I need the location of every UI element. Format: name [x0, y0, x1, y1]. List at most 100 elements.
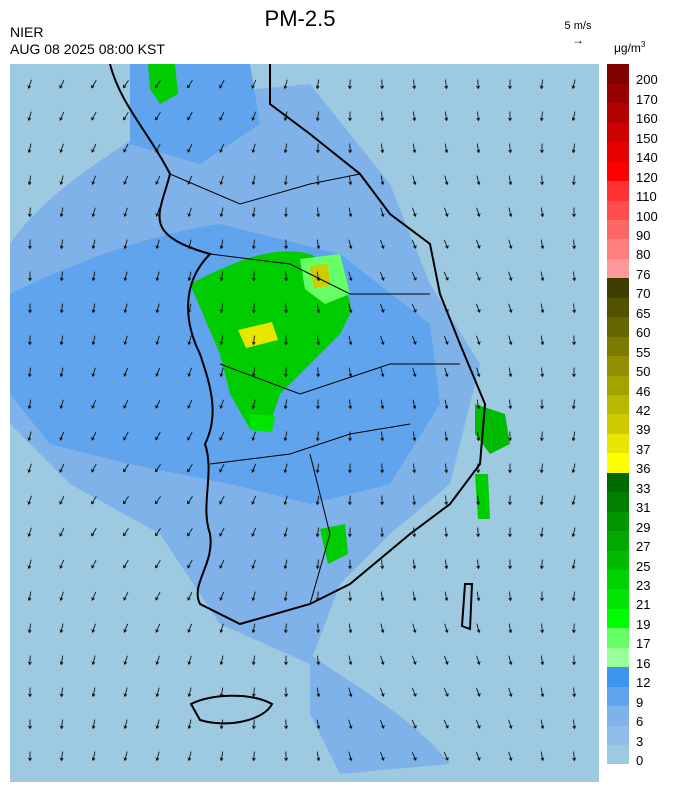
- wind-arrow: [252, 143, 256, 153]
- wind-arrowhead: [540, 373, 545, 378]
- wind-arrow: [123, 496, 129, 504]
- wind-arrow: [155, 111, 161, 121]
- wind-arrowhead: [444, 565, 449, 570]
- wind-arrow: [348, 655, 352, 665]
- wind-arrow: [61, 239, 63, 249]
- wind-arrow: [411, 335, 417, 345]
- wind-arrowhead: [412, 661, 417, 665]
- wind-arrowhead: [476, 149, 481, 154]
- legend-swatch-12: [607, 666, 629, 687]
- wind-arrowhead: [219, 597, 223, 601]
- wind-arrowhead: [381, 725, 385, 729]
- wind-arrowhead: [381, 277, 385, 281]
- wind-arrow: [28, 559, 32, 569]
- wind-arrow: [155, 528, 161, 536]
- wind-arrowhead: [476, 597, 481, 602]
- wind-arrow: [380, 175, 384, 185]
- wind-arrowhead: [508, 309, 513, 314]
- wind-arrow: [444, 655, 448, 665]
- wind-arrowhead: [123, 341, 128, 346]
- wind-arrow: [156, 239, 160, 249]
- wind-arrowhead: [91, 405, 95, 409]
- wind-arrow: [411, 751, 417, 761]
- wind-arrowhead: [283, 117, 288, 122]
- map-title: PM-2.5: [264, 6, 336, 31]
- wind-arrowhead: [412, 469, 417, 474]
- wind-arrowhead: [187, 213, 192, 218]
- wind-arrowhead: [219, 117, 223, 121]
- wind-arrow: [317, 335, 319, 345]
- wind-arrow: [92, 175, 96, 185]
- wind-arrowhead: [27, 533, 32, 538]
- coastline: [109, 64, 487, 725]
- wind-arrowhead: [91, 532, 95, 537]
- wind-arrow: [508, 623, 512, 633]
- wind-arrowhead: [571, 85, 576, 90]
- island-east: [460, 583, 474, 631]
- wind-arrow: [443, 239, 449, 249]
- wind-arrowhead: [572, 661, 576, 666]
- wind-arrowhead: [251, 117, 256, 121]
- wind-arrow: [541, 367, 543, 377]
- wind-arrow: [188, 239, 192, 249]
- wind-arrow: [253, 719, 255, 729]
- wind-arrowhead: [380, 405, 385, 410]
- wind-arrow: [187, 111, 193, 121]
- wind-arrowhead: [155, 661, 160, 665]
- wind-arrow: [188, 623, 192, 633]
- wind-arrow: [349, 143, 351, 153]
- wind-arrowhead: [381, 309, 385, 313]
- wind-arrowhead: [380, 117, 385, 122]
- wind-arrow: [155, 591, 161, 601]
- wind-arrowhead: [284, 309, 288, 314]
- wind-arrowhead: [284, 693, 288, 698]
- wind-arrowhead: [187, 468, 191, 473]
- wind-vectors: [27, 79, 577, 762]
- wind-arrow: [445, 79, 447, 89]
- wind-arrow: [445, 111, 447, 121]
- wind-arrow: [92, 655, 96, 665]
- wind-arrow: [220, 367, 224, 377]
- wind-arrow: [443, 719, 449, 729]
- wind-arrowhead: [123, 245, 128, 250]
- wind-arrowhead: [348, 373, 353, 378]
- wind-arrowhead: [315, 437, 320, 442]
- wind-arrow: [444, 399, 448, 409]
- wind-arrowhead: [187, 436, 191, 441]
- wind-arrowhead: [380, 245, 385, 249]
- wind-arrowhead: [123, 84, 127, 89]
- wind-arrowhead: [59, 469, 63, 473]
- wind-arrowhead: [251, 661, 256, 666]
- field-band-green-north: [148, 64, 178, 104]
- wind-arrowhead: [316, 213, 321, 218]
- legend-swatch-170: [607, 83, 629, 104]
- wind-arrowhead: [187, 116, 191, 121]
- wind-arrow: [92, 687, 96, 697]
- wind-arrow: [60, 655, 64, 665]
- wind-arrow: [284, 527, 288, 537]
- wind-arrowhead: [445, 245, 449, 249]
- wind-arrowhead: [219, 245, 224, 250]
- wind-arrow: [411, 303, 417, 313]
- wind-arrow: [284, 495, 288, 505]
- wind-arrowhead: [539, 533, 544, 538]
- wind-arrowhead: [540, 213, 545, 218]
- wind-arrow: [477, 111, 479, 121]
- wind-arrowhead: [380, 533, 384, 538]
- wind-arrow: [412, 175, 416, 185]
- wind-arrow: [412, 399, 416, 409]
- wind-arrow: [252, 431, 256, 441]
- wind-arrow: [412, 623, 416, 633]
- wind-arrowhead: [508, 341, 513, 346]
- wind-arrow: [219, 111, 225, 121]
- wind-arrowhead: [445, 693, 449, 697]
- wind-arrowhead: [251, 693, 256, 698]
- wind-arrowhead: [572, 373, 576, 378]
- unit-exponent: 3: [640, 40, 646, 49]
- wind-arrowhead: [571, 405, 576, 410]
- wind-arrowhead: [283, 629, 288, 634]
- wind-arrow: [124, 687, 128, 697]
- wind-arrow: [348, 335, 352, 345]
- wind-arrowhead: [445, 277, 449, 281]
- legend-swatch-150: [607, 122, 629, 143]
